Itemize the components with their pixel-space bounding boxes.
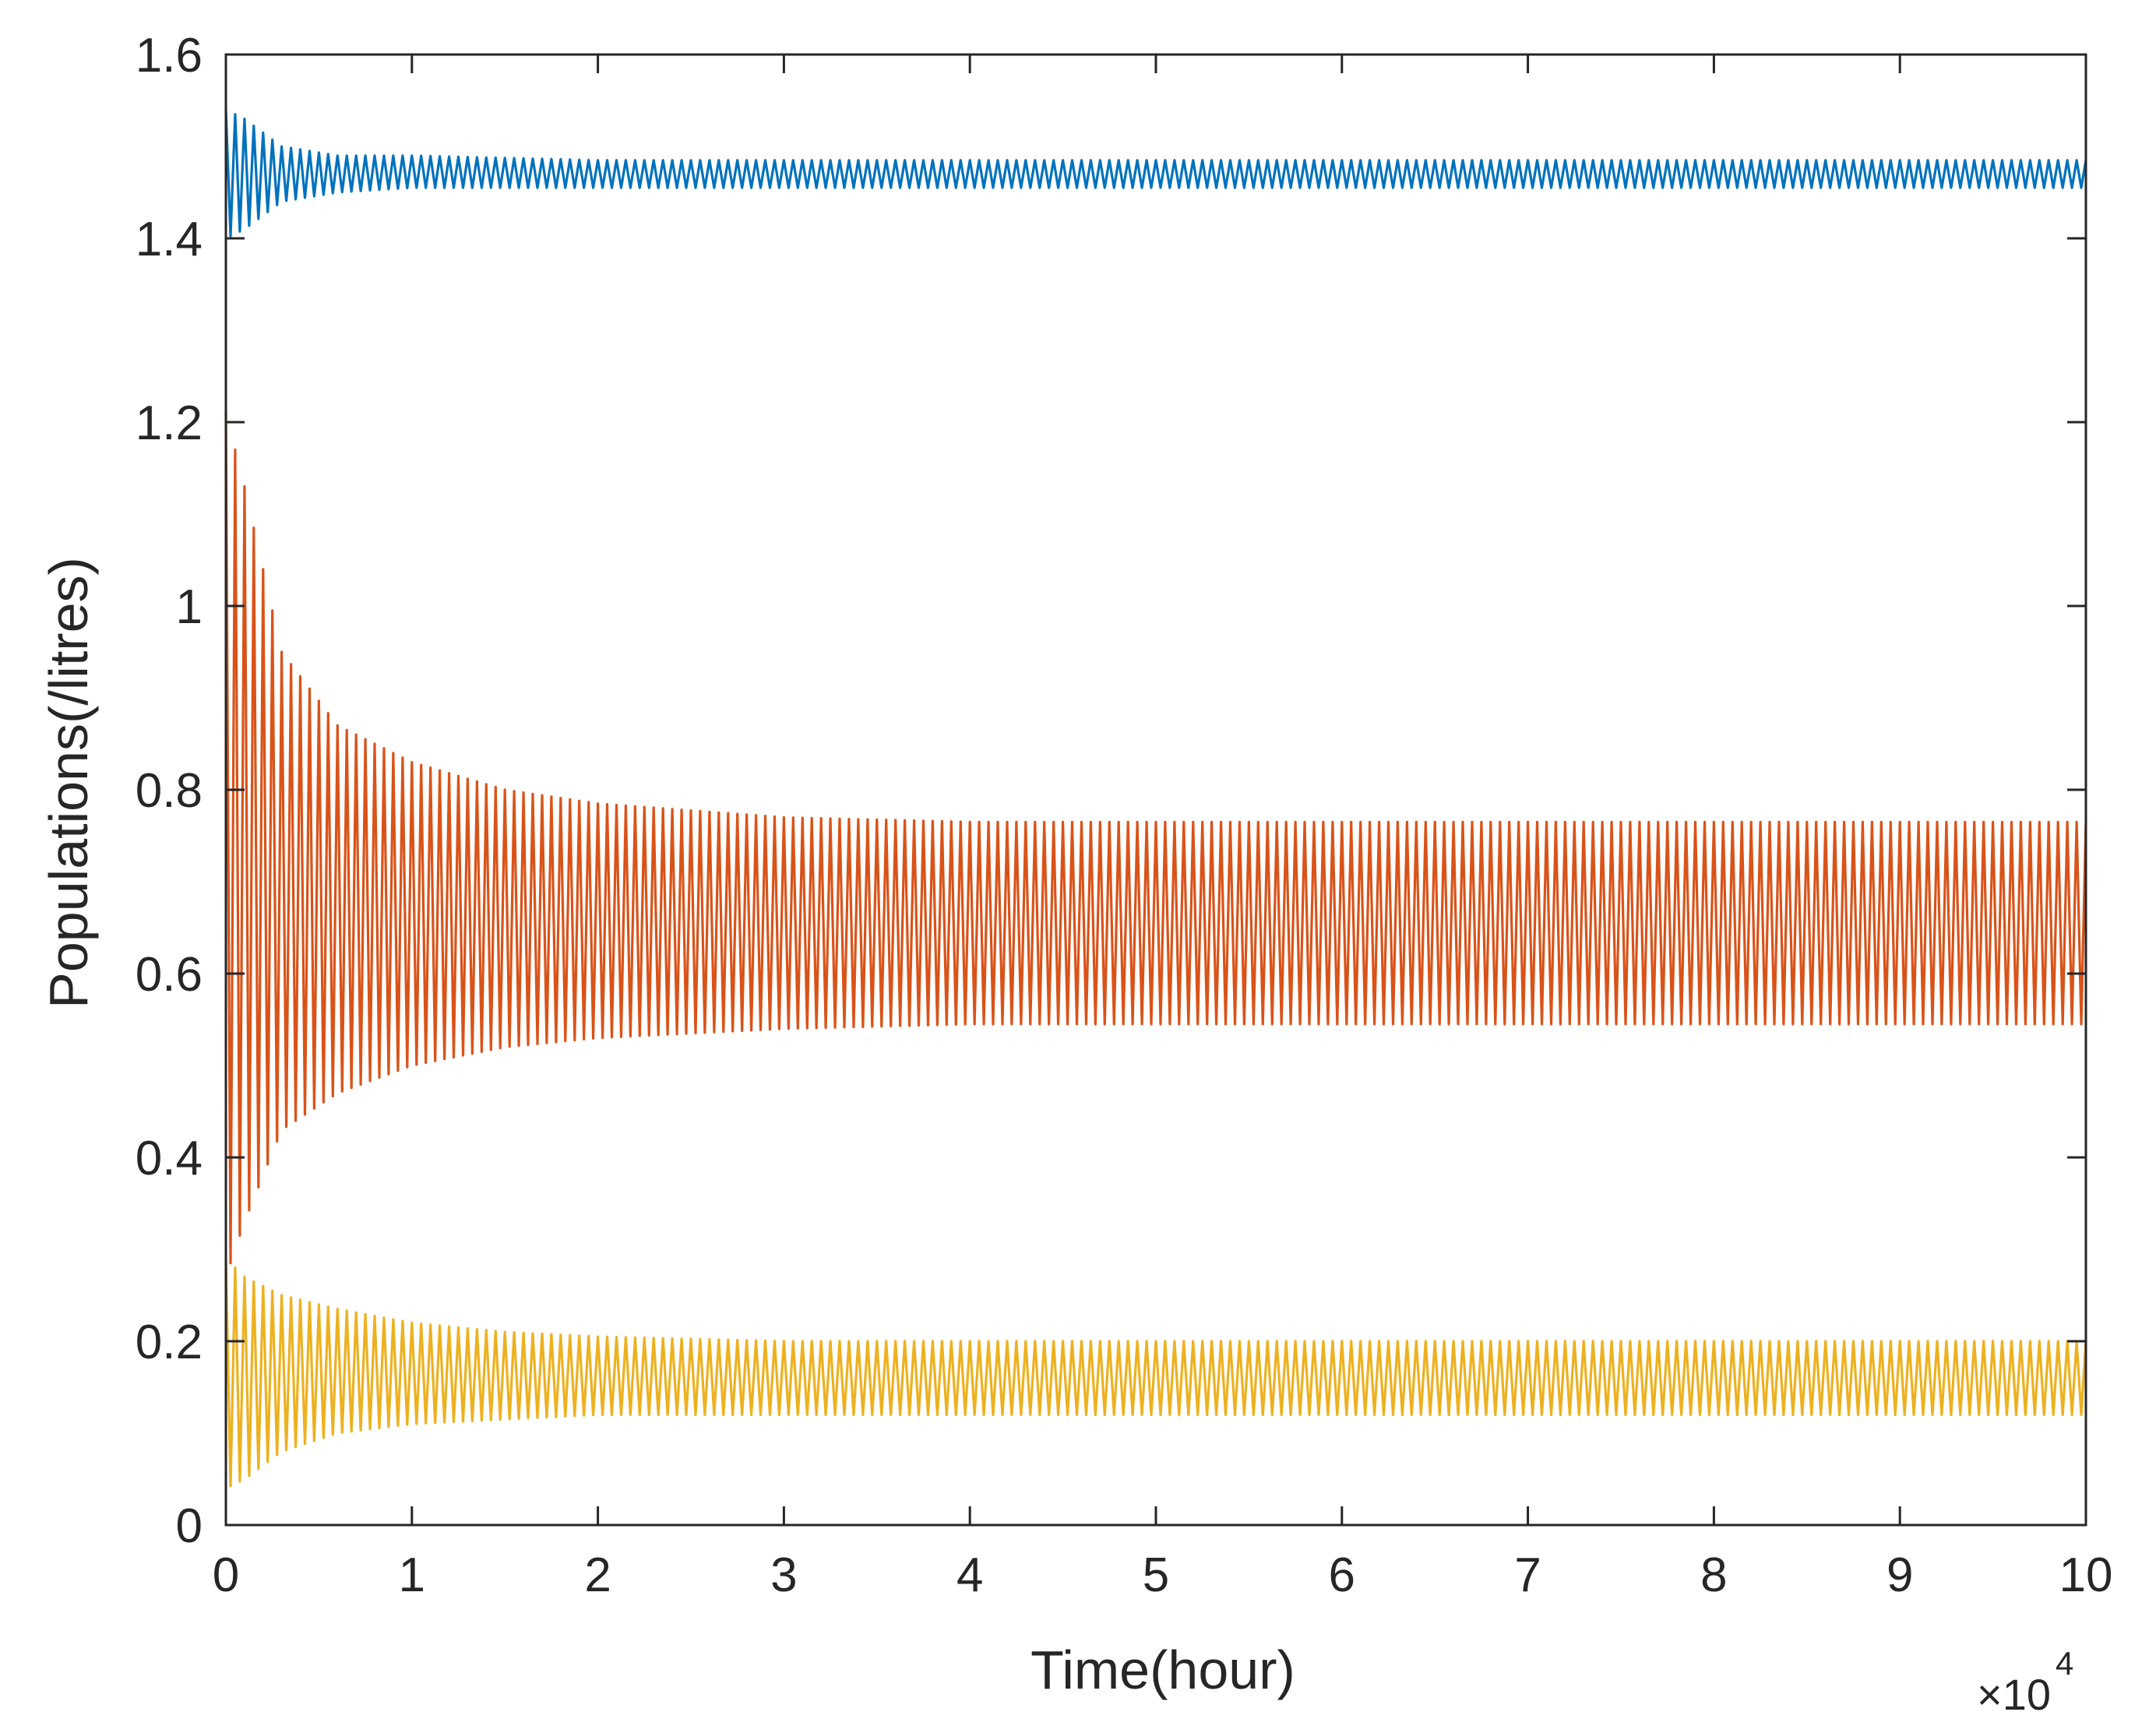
x-axis-label: Time(hour): [1030, 1640, 1295, 1700]
x-tick-label: 1: [399, 1548, 425, 1602]
x-tick-label: 6: [1329, 1548, 1355, 1602]
y-tick-label: 1.6: [136, 29, 203, 83]
y-tick-label: 1.4: [136, 213, 203, 266]
x-tick-label: 5: [1143, 1548, 1169, 1602]
y-tick-label: 1.2: [136, 396, 203, 450]
series-line-1: [224, 109, 2087, 238]
y-tick-label: 0.6: [136, 948, 203, 1002]
series-line-2: [224, 413, 2087, 1265]
x-tick-label: 9: [1886, 1548, 1913, 1602]
x-tick-label: 7: [1514, 1548, 1541, 1602]
svg-text:4: 4: [2056, 1645, 2073, 1682]
y-tick-label: 0: [176, 1499, 203, 1553]
y-tick-label: 0.8: [136, 764, 203, 818]
y-tick-label: 0.4: [136, 1132, 203, 1185]
y-tick-label: 0.2: [136, 1316, 203, 1369]
x-tick-label: 3: [770, 1548, 797, 1602]
y-axis-label: Populations(/litres): [38, 557, 99, 1009]
x-tick-label: 10: [2059, 1548, 2113, 1602]
svg-text:×10: ×10: [1977, 1670, 2051, 1719]
series-line-3: [224, 1258, 2087, 1488]
axes-layer: 0 1 2 3 4 5 6 7 8 9 10 0 0.2 0.4 0.6 0.8 1 1.2 1.4 1.6: [136, 29, 2113, 1602]
x-tick-label: 8: [1700, 1548, 1727, 1602]
x-exponent-label: ×10 4: [1977, 1645, 2073, 1719]
series-layer: [224, 109, 2087, 1488]
x-tick-label: 2: [584, 1548, 611, 1602]
x-tick-label: 4: [956, 1548, 983, 1602]
x-tick-label: 0: [213, 1548, 239, 1602]
y-tick-label: 1: [176, 580, 203, 634]
